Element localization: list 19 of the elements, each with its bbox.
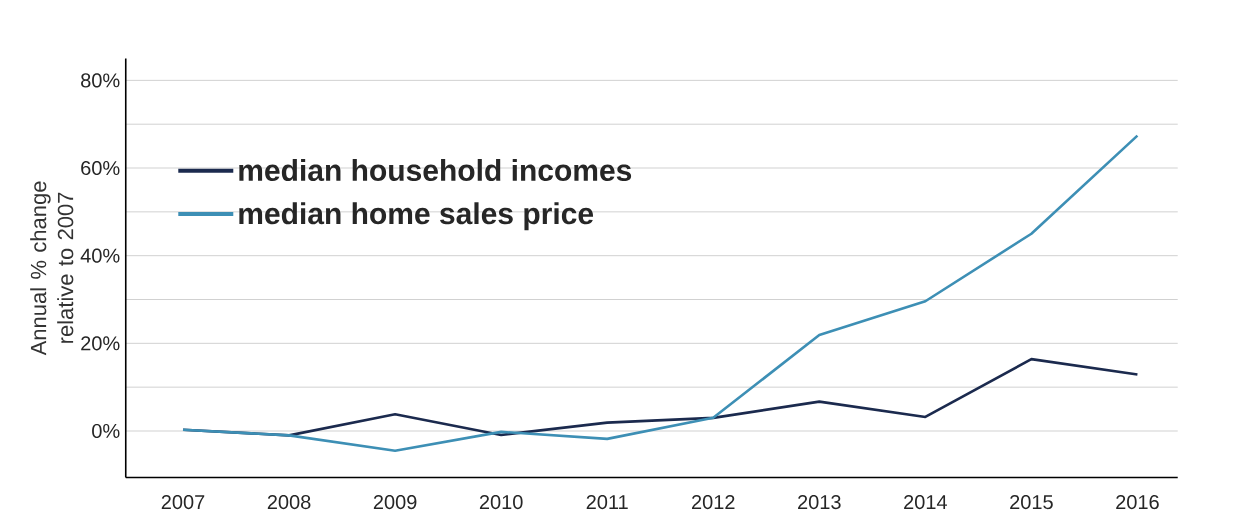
x-tick-label: 2014 — [904, 494, 947, 509]
x-tick-label: 2007 — [161, 494, 205, 509]
legend-label: median home sales price — [239, 202, 594, 230]
x-tick-label: 2011 — [586, 494, 628, 509]
y-tick-label: 40% — [80, 248, 120, 263]
x-tick-label: 2008 — [267, 494, 311, 509]
y-tick-label: 60% — [81, 160, 120, 175]
x-tick-label: 2016 — [1116, 494, 1159, 509]
x-tick-label: 2009 — [373, 494, 417, 509]
x-tick-label: 2012 — [692, 494, 735, 509]
line-series — [181, 134, 1139, 452]
x-tick-label: 2015 — [1010, 494, 1053, 509]
x-tick-label: 2010 — [479, 494, 523, 509]
x-tick-label: 2013 — [798, 494, 841, 509]
legend-label: median household incomes — [239, 158, 632, 181]
y-tick-label: 20% — [81, 336, 120, 351]
y-axis-title: Annual % change relative to 2007 — [30, 181, 74, 356]
y-tick-label: 80% — [81, 73, 120, 88]
y-tick-label: 0% — [92, 423, 120, 438]
